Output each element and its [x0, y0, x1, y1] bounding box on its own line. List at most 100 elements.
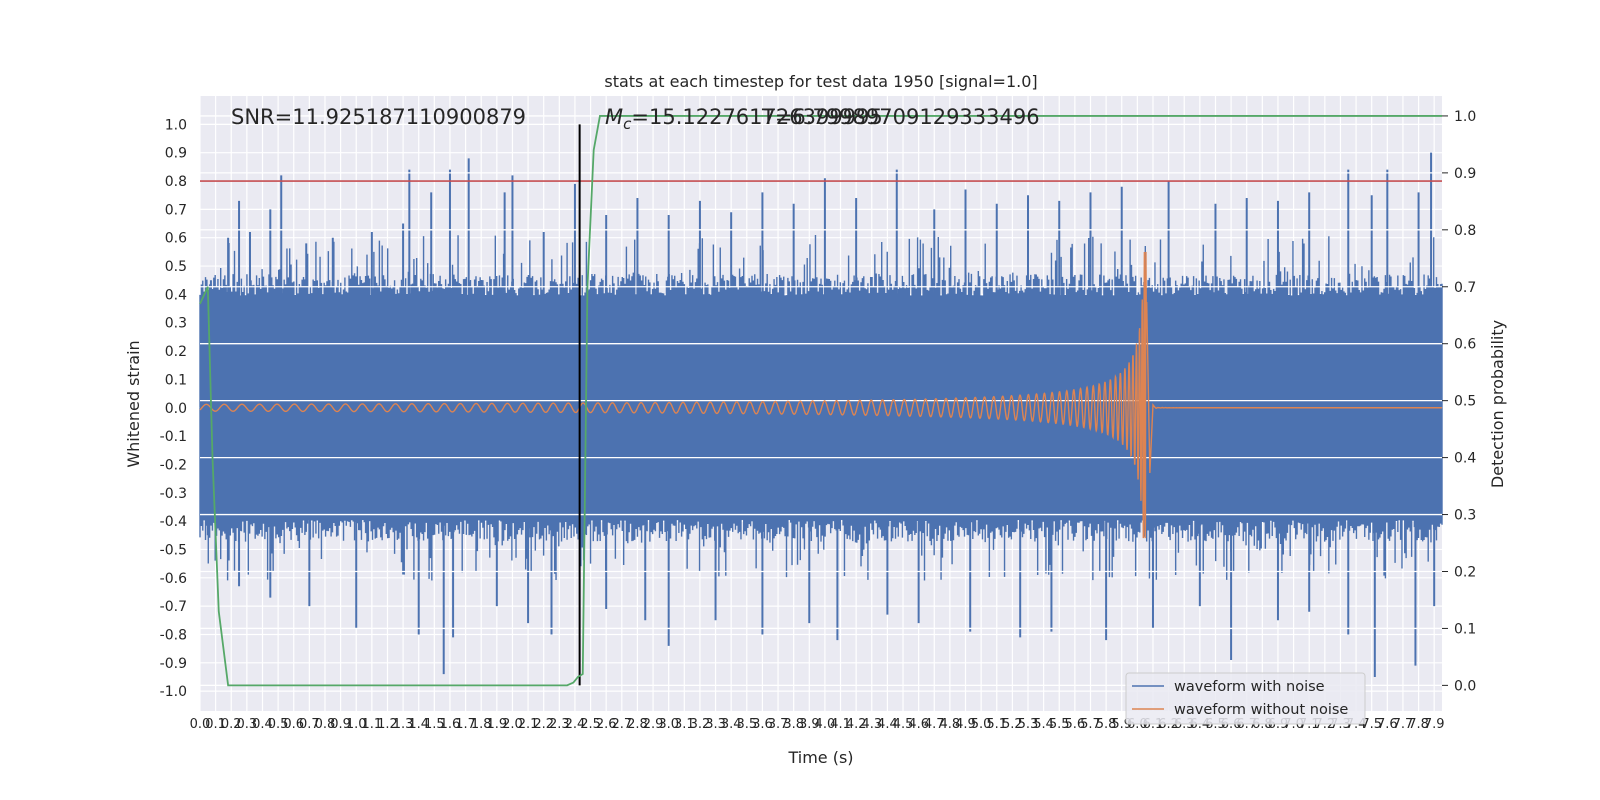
x-tick-label: 3.1	[674, 717, 695, 732]
x-tick-label: 4.6	[908, 717, 929, 732]
y-left-tick-label: 0.3	[165, 316, 187, 332]
x-tick-label: 0.4	[252, 717, 273, 732]
x-tick-label: 4.5	[893, 717, 914, 732]
x-tick-label: 2.5	[580, 717, 601, 732]
x-tick-label: 0.2	[221, 717, 242, 732]
legend-label-clean: waveform without noise	[1174, 702, 1348, 718]
mc-value: =15.122761726399995	[631, 105, 882, 129]
x-tick-label: 5.4	[1033, 717, 1054, 732]
x-tick-label: 3.7	[768, 717, 789, 732]
x-tick-label: 2.8	[627, 717, 648, 732]
x-tick-label: 0.8	[315, 717, 336, 732]
x-tick-label: 0.9	[330, 717, 351, 732]
y-left-tick-label: -0.5	[160, 542, 187, 558]
y-right-tick-label: 0.7	[1454, 280, 1476, 296]
x-tick-label: 5.3	[1018, 717, 1039, 732]
y-left-tick-label: -0.9	[160, 656, 187, 672]
mc-symbol: M	[605, 105, 623, 129]
x-tick-label: 3.5	[736, 717, 757, 732]
y-left-tick-label: -0.3	[160, 486, 187, 502]
x-tick-label: 4.0	[815, 717, 836, 732]
y-right-tick-label: 0.4	[1454, 451, 1476, 467]
x-tick-label: 4.2	[846, 717, 867, 732]
x-tick-label: 1.0	[346, 717, 367, 732]
y-left-tick-label: -0.8	[160, 627, 187, 643]
y-left-tick-label: 0.0	[165, 401, 187, 417]
y-left-tick-label: 0.9	[165, 146, 187, 162]
x-axis-label: Time (s)	[787, 748, 853, 767]
x-tick-label: 3.3	[705, 717, 726, 732]
x-tick-label: 2.7	[611, 717, 632, 732]
x-tick-label: 3.4	[721, 717, 742, 732]
x-axis: 0.00.10.20.30.40.50.60.70.80.91.01.11.21…	[190, 717, 1445, 732]
x-tick-label: 0.3	[237, 717, 258, 732]
y-right-tick-label: 0.3	[1454, 508, 1476, 524]
x-tick-label: 0.6	[283, 717, 304, 732]
x-tick-label: 1.3	[393, 717, 414, 732]
y-right-tick-label: 0.6	[1454, 337, 1476, 353]
noise-spikes-down	[199, 407, 1443, 581]
snr-annotation: SNR=11.925187110900879	[231, 105, 526, 129]
y-axis-right-label: Detection probability	[1488, 320, 1507, 488]
x-tick-label: 1.2	[377, 717, 398, 732]
chart-title: stats at each timestep for test data 195…	[604, 72, 1037, 91]
x-tick-label: 7.9	[1424, 717, 1445, 732]
x-tick-label: 3.9	[799, 717, 820, 732]
y-left-tick-label: -0.2	[160, 457, 187, 473]
x-tick-label: 2.2	[533, 717, 554, 732]
x-tick-label: 4.8	[940, 717, 961, 732]
x-tick-label: 3.8	[783, 717, 804, 732]
mc-annotation: Mc=15.122761726399995	[605, 105, 883, 133]
x-tick-label: 4.1	[830, 717, 851, 732]
x-tick-label: 2.6	[596, 717, 617, 732]
x-tick-label: 5.7	[1080, 717, 1101, 732]
x-tick-label: 7.5	[1361, 717, 1382, 732]
x-tick-label: 5.2	[1002, 717, 1023, 732]
y-right-tick-label: 0.9	[1454, 166, 1476, 182]
x-tick-label: 0.1	[205, 717, 226, 732]
y-axis-left: 1.0 0.9 0.8 0.7 0.6 0.5 0.4 0.3 0.2 0.1 0.0 -0.1 -0.…	[160, 117, 187, 700]
legend-box	[1125, 672, 1366, 725]
x-tick-label: 5.1	[986, 717, 1007, 732]
y-axis-left-label: Whitened strain	[124, 340, 143, 467]
y-left-tick-label: -1.0	[160, 684, 187, 700]
x-tick-label: 1.1	[362, 717, 383, 732]
y-right-tick-label: 0.1	[1454, 621, 1476, 637]
x-tick-label: 1.9	[486, 717, 507, 732]
y-right-tick-label: 0.8	[1454, 223, 1476, 239]
x-tick-label: 2.0	[502, 717, 523, 732]
x-tick-label: 4.3	[861, 717, 882, 732]
y-right-tick-label: 0.5	[1454, 394, 1476, 410]
y-left-tick-label: 1.0	[165, 117, 187, 133]
x-tick-label: 7.8	[1408, 717, 1429, 732]
x-tick-label: 1.8	[471, 717, 492, 732]
x-tick-label: 4.9	[955, 717, 976, 732]
x-tick-label: 3.2	[690, 717, 711, 732]
x-tick-label: 2.1	[518, 717, 539, 732]
y-left-tick-label: -0.1	[160, 429, 187, 445]
x-tick-label: 4.4	[877, 717, 898, 732]
legend: waveform with noise waveform without noi…	[1125, 672, 1366, 725]
x-tick-label: 5.5	[1049, 717, 1070, 732]
x-tick-label: 7.6	[1377, 717, 1398, 732]
legend-label-noise: waveform with noise	[1174, 679, 1325, 695]
mc-subscript: c	[623, 115, 632, 133]
y-left-tick-label: 0.2	[165, 344, 187, 360]
y-left-tick-label: 0.6	[165, 231, 187, 247]
y-right-tick-label: 0.2	[1454, 564, 1476, 580]
series-waveform-without-noise	[199, 251, 1442, 539]
y-left-tick-label: -0.4	[160, 514, 187, 530]
y-left-tick-label: 0.1	[165, 372, 187, 388]
x-tick-label: 3.6	[752, 717, 773, 732]
series-detection-probability	[199, 115, 1442, 687]
x-tick-label: 1.7	[455, 717, 476, 732]
y-left-tick-label: -0.7	[160, 599, 187, 615]
x-tick-label: 3.0	[658, 717, 679, 732]
x-tick-label: 2.4	[565, 717, 586, 732]
y-left-tick-label: 0.5	[165, 259, 187, 275]
y-axis-right: 1.0 0.9 0.8 0.7 0.6 0.5 0.4 0.3 0.2 0.1 0.0	[1442, 109, 1476, 694]
x-tick-label: 1.4	[408, 717, 429, 732]
x-tick-label: 0.5	[268, 717, 289, 732]
y-right-tick-label: 0.0	[1454, 678, 1476, 694]
